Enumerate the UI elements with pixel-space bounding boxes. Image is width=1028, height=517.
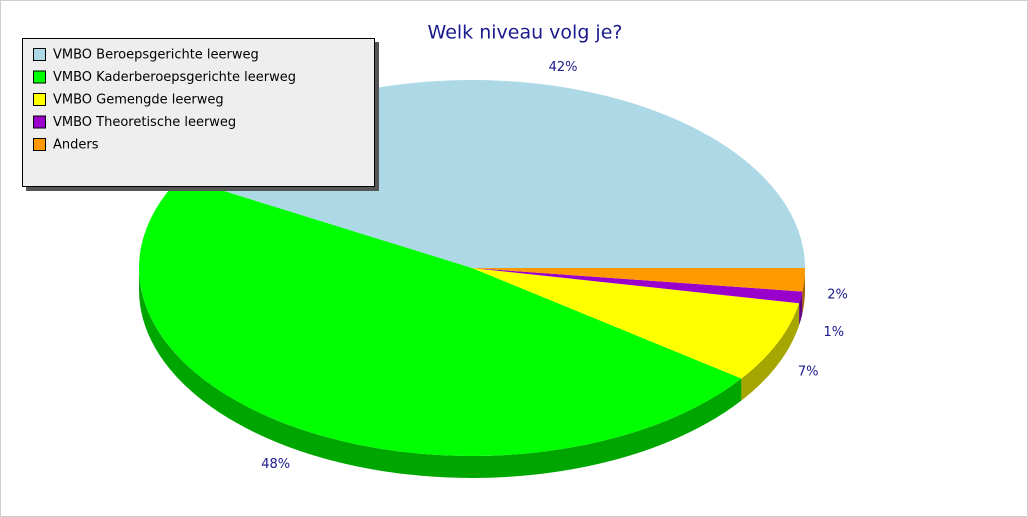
legend-label: VMBO Beroepsgerichte leerweg bbox=[53, 48, 259, 63]
legend-box bbox=[22, 38, 375, 187]
legend-label: VMBO Kaderberoepsgerichte leerweg bbox=[53, 70, 296, 85]
slice-side bbox=[799, 291, 803, 326]
legend-swatch bbox=[33, 48, 46, 61]
pie: 42% 48% 7% 1% 2% bbox=[138, 60, 848, 478]
slice-side bbox=[741, 303, 800, 401]
legend: VMBO Beroepsgerichte leerweg VMBO Kaderbe… bbox=[22, 38, 379, 191]
legend-label: VMBO Theoretische leerweg bbox=[53, 115, 236, 130]
slice bbox=[138, 177, 742, 457]
legend-label: VMBO Gemengde leerweg bbox=[53, 93, 224, 108]
data-label: 7% bbox=[798, 365, 819, 380]
data-label: 48% bbox=[261, 457, 290, 472]
chart-title: Welk niveau volg je? bbox=[428, 22, 623, 44]
data-label: 1% bbox=[823, 325, 844, 340]
legend-swatch bbox=[33, 93, 46, 106]
data-label: 2% bbox=[827, 287, 848, 302]
legend-swatch bbox=[33, 115, 46, 129]
slice bbox=[472, 268, 803, 304]
slice-side bbox=[139, 268, 742, 478]
slice bbox=[472, 268, 806, 292]
legend-swatch bbox=[33, 70, 46, 84]
legend-swatch bbox=[33, 138, 46, 151]
slice bbox=[472, 268, 800, 379]
legend-label: Anders bbox=[53, 138, 99, 153]
data-label: 42% bbox=[549, 60, 578, 75]
slice-side bbox=[802, 268, 806, 314]
